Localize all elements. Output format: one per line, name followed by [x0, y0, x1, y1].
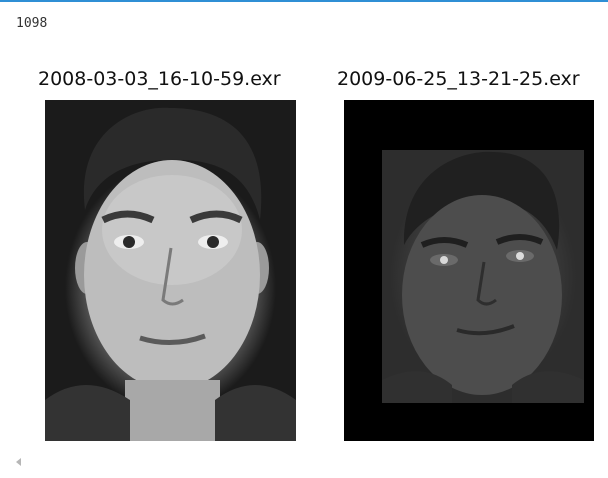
face-image-2-photo	[382, 150, 584, 403]
cell-top-border	[0, 0, 608, 2]
image-title-2: 2009-06-25_13-21-25.exr	[337, 68, 580, 90]
scroll-left-arrow-icon[interactable]	[16, 458, 21, 466]
face-image-1	[45, 100, 296, 441]
output-text: 1098	[16, 16, 48, 31]
image-title-1: 2008-03-03_16-10-59.exr	[38, 68, 281, 90]
face-image-2	[344, 100, 594, 441]
face-image-1-graphic	[45, 107, 296, 441]
face-image-2-graphic	[382, 151, 584, 403]
